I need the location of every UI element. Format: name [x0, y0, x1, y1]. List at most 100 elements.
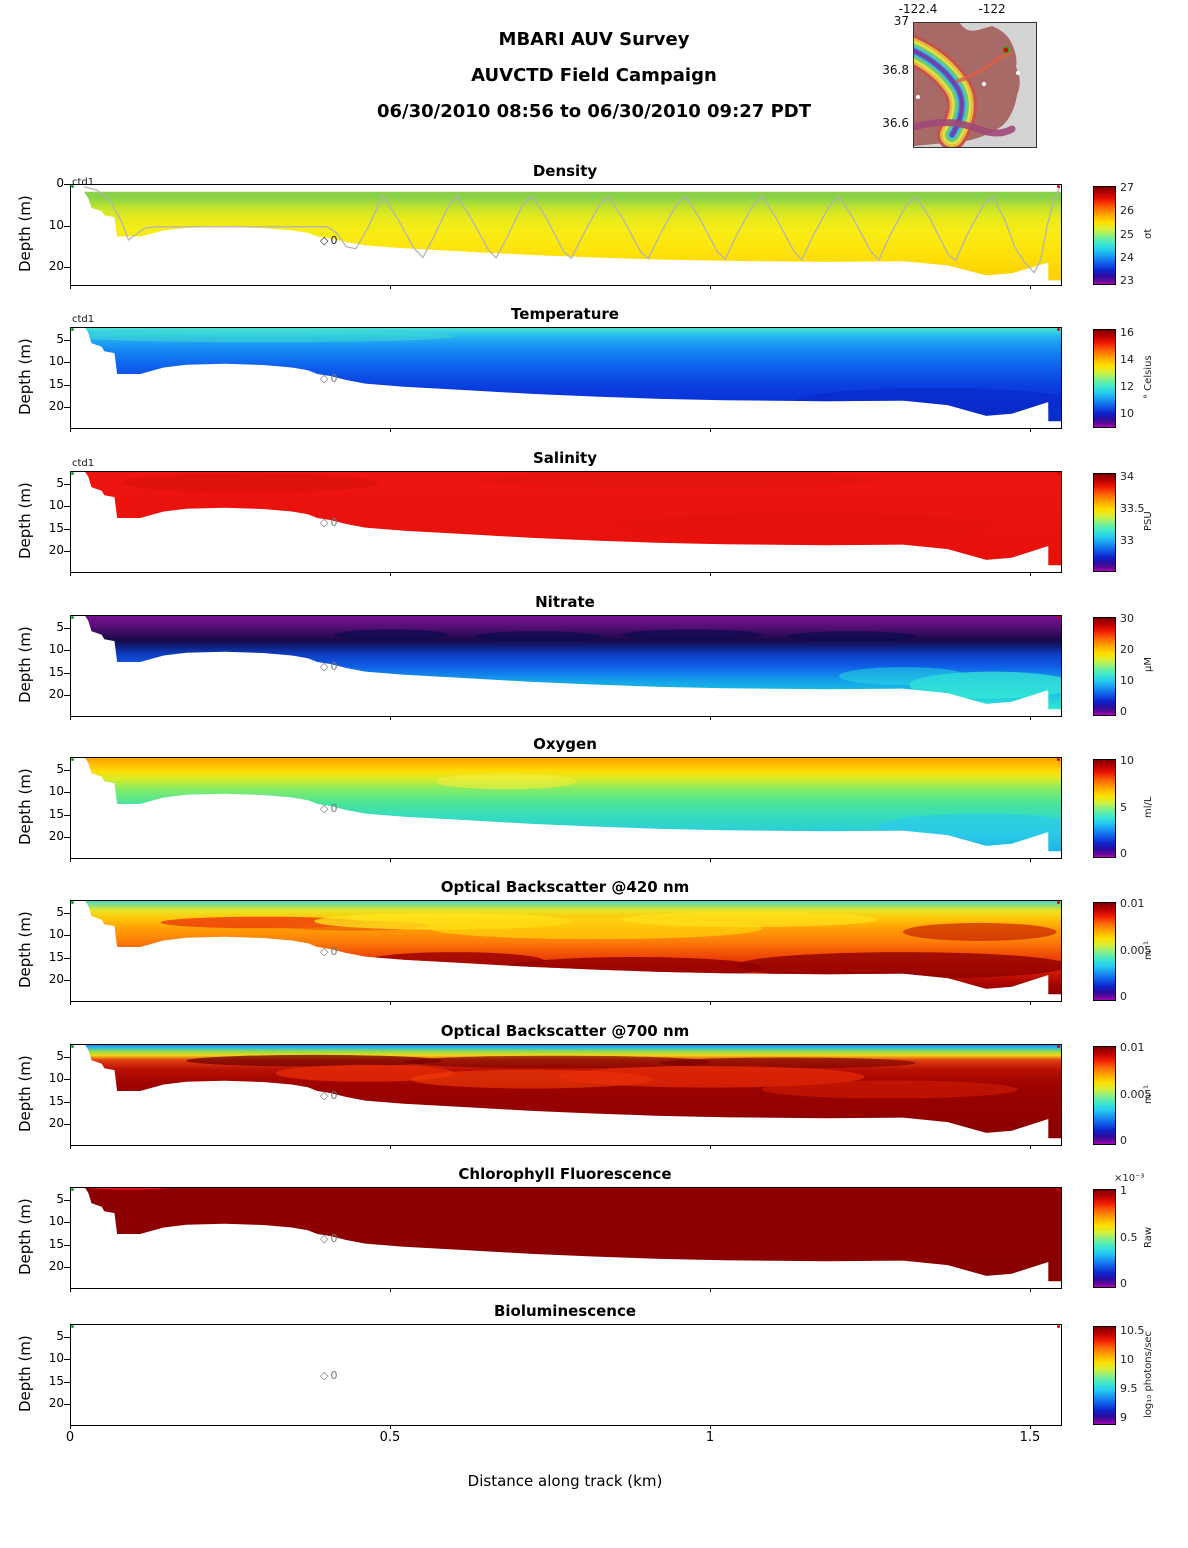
x-tick-mark: [1030, 572, 1031, 576]
mooring-dot-1: [1016, 71, 1020, 75]
y-tick-label: 10: [48, 217, 64, 232]
map-xtick-122: -122: [978, 2, 1006, 16]
colorbar-tick-label: 10.5: [1120, 1323, 1145, 1337]
colorbar: [1093, 617, 1116, 716]
panel-title: Temperature: [511, 305, 619, 323]
colorbar-tick-label: 12: [1120, 380, 1134, 394]
section-field: [83, 328, 1061, 422]
colorbar-tick-label: 30: [1120, 611, 1134, 625]
x-tick-mark: [390, 1145, 391, 1149]
y-tick-mark: [64, 184, 70, 185]
colorbar-tick-label: 10: [1120, 407, 1134, 421]
colorbar: [1093, 759, 1116, 858]
colorbar-tick-label: 10: [1120, 753, 1134, 767]
x-tick-mark: [390, 1288, 391, 1292]
panel-title: Oxygen: [533, 735, 597, 753]
colorbar-tick-label: 34: [1120, 469, 1134, 483]
track-start-dot: [71, 758, 74, 761]
distance-marker: ◇0: [320, 802, 339, 815]
section-plot: ◇0: [70, 757, 1062, 859]
y-tick-mark: [64, 1222, 70, 1224]
x-tick-mark: [710, 858, 711, 862]
y-tick-mark: [64, 1124, 70, 1126]
map-ytick-368: 36.8: [882, 63, 909, 77]
track-end-dot: [1057, 185, 1060, 188]
colorbar-tick-label: 0: [1120, 990, 1127, 1004]
x-tick-mark: [390, 1425, 391, 1429]
y-tick-label: 5: [56, 1329, 64, 1343]
map-xtick-1224: -122.4: [898, 2, 938, 16]
colorbar: [1093, 1189, 1116, 1288]
x-tick-mark: [390, 858, 391, 862]
distance-marker: ◇0: [320, 372, 339, 385]
colorbar-tick-label: 0: [1120, 705, 1127, 719]
colorbar: [1093, 902, 1116, 1001]
figure-header: MBARI AUV Survey AUVCTD Field Campaign 0…: [0, 22, 1188, 130]
y-tick-mark: [64, 506, 70, 508]
x-tick-mark: [710, 572, 711, 576]
title-line-1: MBARI AUV Survey: [498, 29, 690, 50]
title-line-2: AUVCTD Field Campaign: [471, 65, 717, 86]
x-tick-mark: [710, 1288, 711, 1292]
track-start-dot: [71, 616, 74, 619]
section-field: [85, 901, 1061, 995]
ctd-annotation: ctd1: [72, 458, 95, 469]
y-tick-label: 20: [48, 399, 64, 414]
map-ytick-366: 36.6: [882, 116, 909, 130]
y-tick-label: 15: [48, 1093, 64, 1108]
diamond-icon: ◇: [320, 1089, 331, 1103]
y-tick-label: 15: [48, 1236, 64, 1251]
marker-label: 0: [330, 1232, 340, 1246]
y-tick-label: 10: [48, 354, 64, 369]
colorbar-tick-label: 0: [1120, 847, 1127, 861]
section-plot: ◇0: [70, 900, 1062, 1002]
diamond-icon: ◇: [320, 1369, 331, 1383]
panel-title: Optical Backscatter @700 nm: [440, 1022, 690, 1040]
y-tick-mark: [64, 1359, 70, 1361]
x-axis-label: Distance along track (km): [467, 1472, 663, 1490]
x-tick-mark: [710, 1145, 711, 1149]
y-tick-mark: [64, 628, 70, 629]
colorbar-tick-label: 5: [1120, 800, 1127, 814]
y-tick-label: 0: [56, 176, 64, 190]
y-tick-mark: [64, 528, 70, 530]
y-tick-label: 10: [48, 498, 64, 513]
y-tick-mark: [64, 1267, 70, 1269]
panel-title: Optical Backscatter @420 nm: [440, 878, 690, 896]
section-field: [85, 1045, 1061, 1139]
distance-marker: ◇0: [320, 945, 339, 958]
x-tick-mark: [390, 285, 391, 289]
ctd-annotation: ctd1: [72, 177, 95, 188]
section-plot: ◇0: [70, 615, 1062, 717]
colorbar-tick-label: 33.5: [1120, 501, 1145, 515]
y-tick-mark: [64, 384, 70, 386]
section-plot: ◇0: [70, 1324, 1062, 1426]
colorbar-tick-label: 10: [1120, 674, 1134, 688]
colorbar: [1093, 186, 1116, 285]
y-tick-label: 20: [48, 829, 64, 844]
diamond-icon: ◇: [320, 234, 331, 248]
diamond-icon: ◇: [320, 945, 331, 959]
y-tick-label: 15: [48, 806, 64, 821]
marker-label: 0: [330, 372, 340, 386]
x-tick-0: 0: [65, 1430, 75, 1445]
ctd-annotation: ctd1: [72, 314, 95, 325]
location-map: -122.4 -122 37 36.8 36.6: [880, 0, 1080, 160]
colorbar-tick-label: 16: [1120, 325, 1134, 339]
colorbar-tick-label: 20: [1120, 642, 1134, 656]
distance-marker: ◇0: [320, 1089, 339, 1102]
colorbar-tick-label: 33: [1120, 533, 1134, 547]
y-tick-label: 20: [48, 972, 64, 987]
colorbar-tick-label: 0.01: [1120, 896, 1145, 910]
y-tick-label: 10: [48, 1071, 64, 1086]
y-tick-label: 10: [48, 784, 64, 799]
y-tick-mark: [64, 957, 70, 959]
x-tick-mark: [390, 1001, 391, 1005]
map-ytick-37: 37: [893, 14, 909, 28]
x-tick-mark: [1030, 1145, 1031, 1149]
panel-title: Chlorophyll Fluorescence: [458, 1165, 672, 1183]
colorbar-tick-label: 0.005: [1120, 1087, 1152, 1101]
marker-label: 0: [330, 516, 340, 530]
y-tick-mark: [64, 1381, 70, 1383]
marker-label: 0: [330, 1089, 340, 1103]
